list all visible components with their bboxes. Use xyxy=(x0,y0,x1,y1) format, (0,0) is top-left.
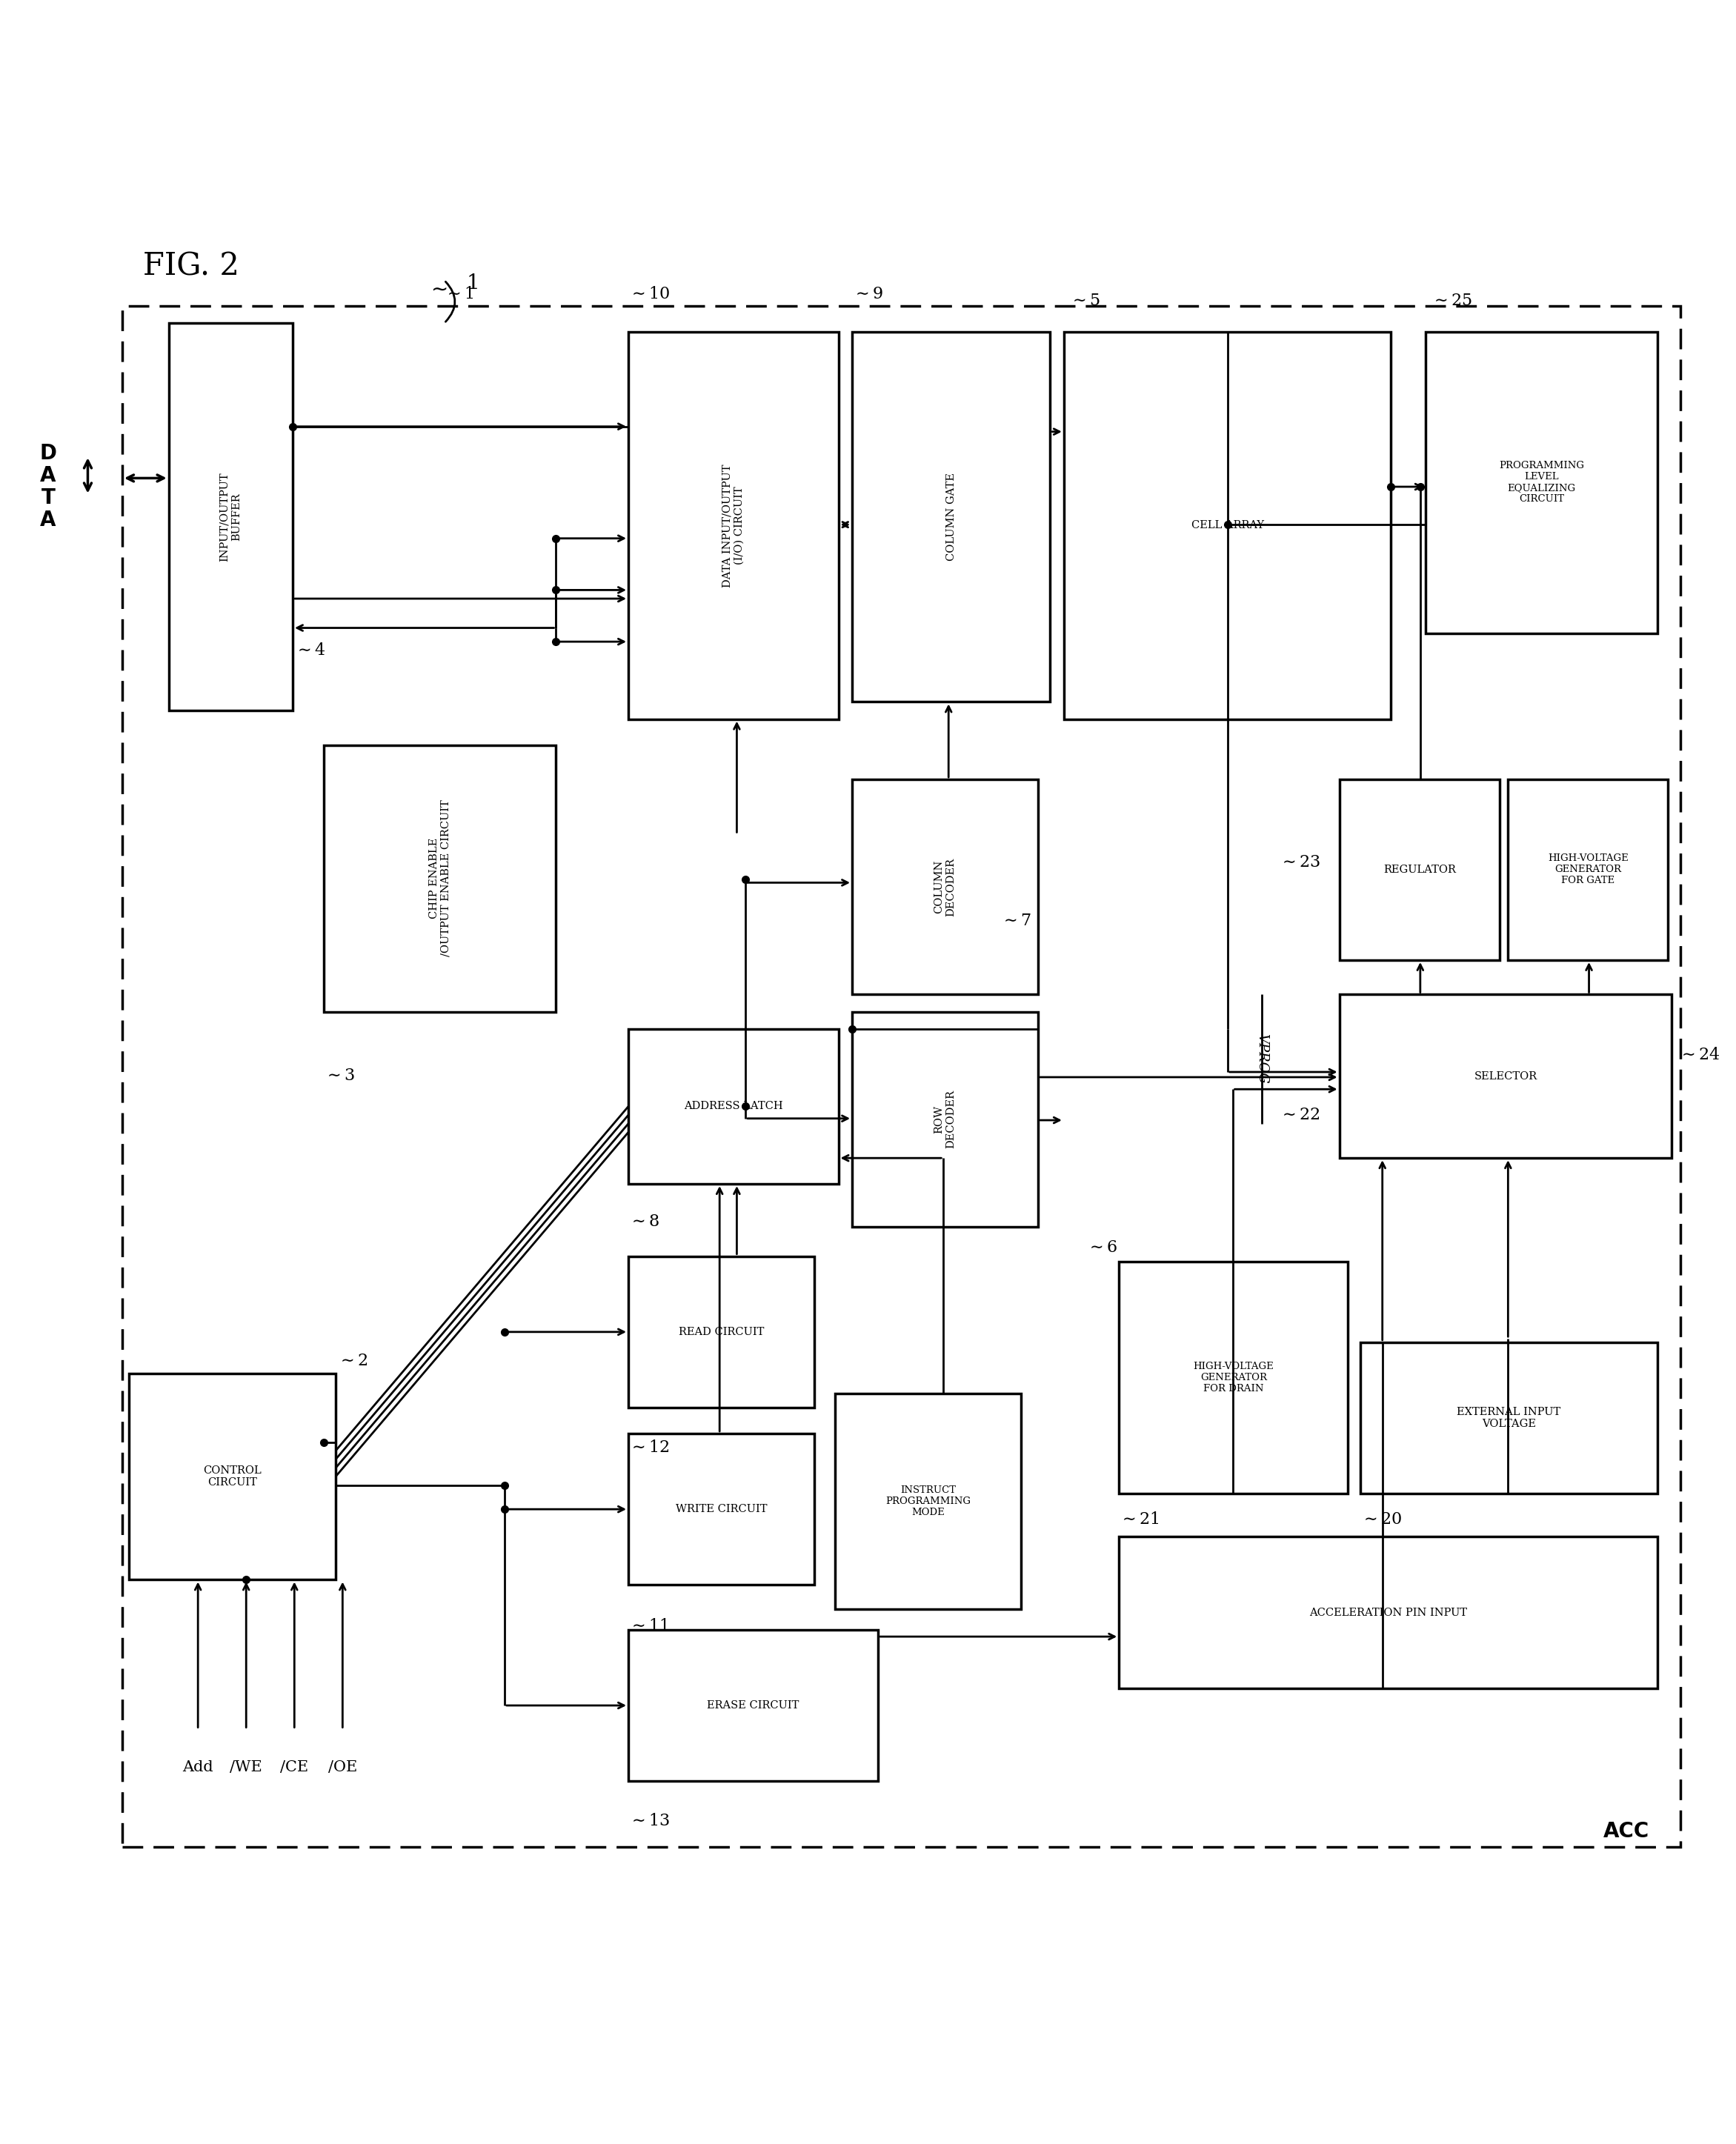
Text: Add: Add xyxy=(182,1760,214,1775)
Bar xyxy=(1509,780,1668,961)
Text: $\sim$4: $\sim$4 xyxy=(295,641,326,658)
Text: $\sim$3: $\sim$3 xyxy=(323,1068,354,1083)
Text: CHIP ENABLE
/OUTPUT ENABLE CIRCUIT: CHIP ENABLE /OUTPUT ENABLE CIRCUIT xyxy=(429,800,451,956)
Text: $\sim$5: $\sim$5 xyxy=(1069,294,1101,309)
Bar xyxy=(122,307,1680,1846)
Text: PROGRAMMING
LEVEL
EQUALIZING
CIRCUIT: PROGRAMMING LEVEL EQUALIZING CIRCUIT xyxy=(1498,461,1585,504)
Bar xyxy=(168,324,293,710)
Text: $\sim$1: $\sim$1 xyxy=(444,285,474,302)
Text: INPUT/OUTPUT
BUFFER: INPUT/OUTPUT BUFFER xyxy=(219,472,241,562)
Text: $\sim$21: $\sim$21 xyxy=(1120,1512,1160,1529)
Bar xyxy=(1120,1537,1658,1687)
Text: COLUMN GATE: COLUMN GATE xyxy=(946,474,957,562)
Text: $\sim$12: $\sim$12 xyxy=(628,1439,670,1456)
Bar xyxy=(128,1374,335,1580)
Text: $\sim$: $\sim$ xyxy=(427,279,448,298)
Text: $\sim$8: $\sim$8 xyxy=(628,1214,660,1231)
Text: DATA INPUT/OUTPUT
(I/O) CIRCUIT: DATA INPUT/OUTPUT (I/O) CIRCUIT xyxy=(722,463,745,587)
Bar xyxy=(628,332,838,718)
Bar xyxy=(628,1434,814,1584)
Bar xyxy=(1359,1342,1658,1494)
Text: INSTRUCT
PROGRAMMING
MODE: INSTRUCT PROGRAMMING MODE xyxy=(885,1486,970,1518)
Text: $\sim$6: $\sim$6 xyxy=(1087,1239,1118,1256)
Text: $\sim$13: $\sim$13 xyxy=(628,1812,670,1829)
Text: WRITE CIRCUIT: WRITE CIRCUIT xyxy=(675,1505,767,1514)
Text: /WE: /WE xyxy=(229,1760,262,1775)
Bar xyxy=(1340,995,1672,1158)
Text: READ CIRCUIT: READ CIRCUIT xyxy=(679,1327,764,1338)
Bar xyxy=(628,1029,838,1183)
Text: $\sim$9: $\sim$9 xyxy=(852,285,884,302)
Text: SELECTOR: SELECTOR xyxy=(1474,1072,1536,1081)
Bar xyxy=(835,1394,1021,1608)
Text: ADDRESS LATCH: ADDRESS LATCH xyxy=(684,1102,783,1111)
Bar xyxy=(323,744,556,1012)
Text: 1: 1 xyxy=(467,274,479,294)
Text: COLUMN
DECODER: COLUMN DECODER xyxy=(934,858,957,915)
Text: $\sim$10: $\sim$10 xyxy=(628,285,670,302)
Text: REGULATOR: REGULATOR xyxy=(1384,864,1457,875)
Text: /OE: /OE xyxy=(328,1760,358,1775)
Text: ACCELERATION PIN INPUT: ACCELERATION PIN INPUT xyxy=(1309,1608,1467,1619)
Text: /CE: /CE xyxy=(279,1760,309,1775)
Text: EXTERNAL INPUT
VOLTAGE: EXTERNAL INPUT VOLTAGE xyxy=(1457,1406,1561,1430)
Bar xyxy=(852,1012,1038,1226)
Bar xyxy=(1120,1261,1347,1494)
Text: HIGH-VOLTAGE
GENERATOR
FOR DRAIN: HIGH-VOLTAGE GENERATOR FOR DRAIN xyxy=(1193,1361,1274,1394)
Text: $\sim$22: $\sim$22 xyxy=(1279,1106,1319,1123)
Text: CONTROL
CIRCUIT: CONTROL CIRCUIT xyxy=(203,1464,262,1488)
Text: FIG. 2: FIG. 2 xyxy=(142,251,240,283)
Text: VPROG: VPROG xyxy=(1255,1033,1269,1083)
Text: $\sim$23: $\sim$23 xyxy=(1279,853,1321,870)
Text: $\sim$2: $\sim$2 xyxy=(337,1353,368,1370)
Text: D
A
T
A: D A T A xyxy=(40,444,57,532)
Text: CELL ARRAY: CELL ARRAY xyxy=(1191,521,1264,532)
Bar xyxy=(1425,332,1658,632)
Text: ACC: ACC xyxy=(1602,1820,1649,1842)
Text: HIGH-VOLTAGE
GENERATOR
FOR GATE: HIGH-VOLTAGE GENERATOR FOR GATE xyxy=(1549,853,1628,885)
Text: $\sim$11: $\sim$11 xyxy=(628,1619,668,1634)
Bar xyxy=(1064,332,1391,718)
Text: ROW
DECODER: ROW DECODER xyxy=(934,1089,957,1149)
Text: $\sim$7: $\sim$7 xyxy=(1000,913,1031,928)
Bar xyxy=(852,780,1038,995)
Text: $\sim$24: $\sim$24 xyxy=(1679,1046,1720,1063)
Text: $\sim$25: $\sim$25 xyxy=(1430,294,1472,309)
Bar xyxy=(628,1629,878,1782)
Text: ERASE CIRCUIT: ERASE CIRCUIT xyxy=(707,1700,799,1711)
Bar xyxy=(1340,780,1500,961)
Bar xyxy=(628,1256,814,1409)
Text: $\sim$20: $\sim$20 xyxy=(1359,1512,1401,1529)
Bar xyxy=(852,332,1050,701)
